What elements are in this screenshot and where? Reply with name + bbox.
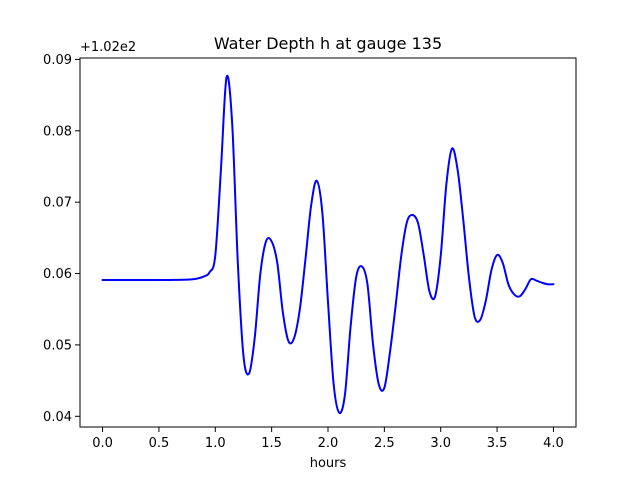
y-offset-label: +1.02e2 — [80, 40, 136, 55]
x-tick-label: 2.5 — [374, 436, 395, 451]
chart-title: Water Depth h at gauge 135 — [214, 34, 442, 53]
y-tick-label: 0.06 — [43, 267, 72, 282]
y-tick-label: 0.05 — [43, 338, 72, 353]
series-line — [101, 74, 555, 415]
y-tick-label: 0.08 — [43, 124, 72, 139]
x-axis-label: hours — [310, 456, 347, 471]
y-tick-label: 0.07 — [43, 196, 72, 211]
x-tick-label: 0.5 — [149, 436, 170, 451]
x-axis-ticks: 0.0 0.5 1.0 1.5 2.0 2.5 3.0 3.5 4.0 — [92, 427, 564, 451]
x-tick-label: 2.0 — [318, 436, 339, 451]
x-tick-label: 3.5 — [487, 436, 508, 451]
y-tick-label: 0.04 — [43, 410, 72, 425]
plot-frame — [79, 57, 577, 428]
x-tick-label: 0.0 — [92, 436, 113, 451]
x-tick-label: 4.0 — [543, 436, 564, 451]
x-tick-label: 1.0 — [205, 436, 226, 451]
x-tick-label: 1.5 — [261, 436, 282, 451]
x-tick-label: 3.0 — [430, 436, 451, 451]
y-axis-ticks: 0.04 0.05 0.06 0.07 0.08 0.09 — [43, 53, 80, 425]
y-tick-label: 0.09 — [43, 53, 72, 68]
plot-area-background — [80, 58, 576, 427]
